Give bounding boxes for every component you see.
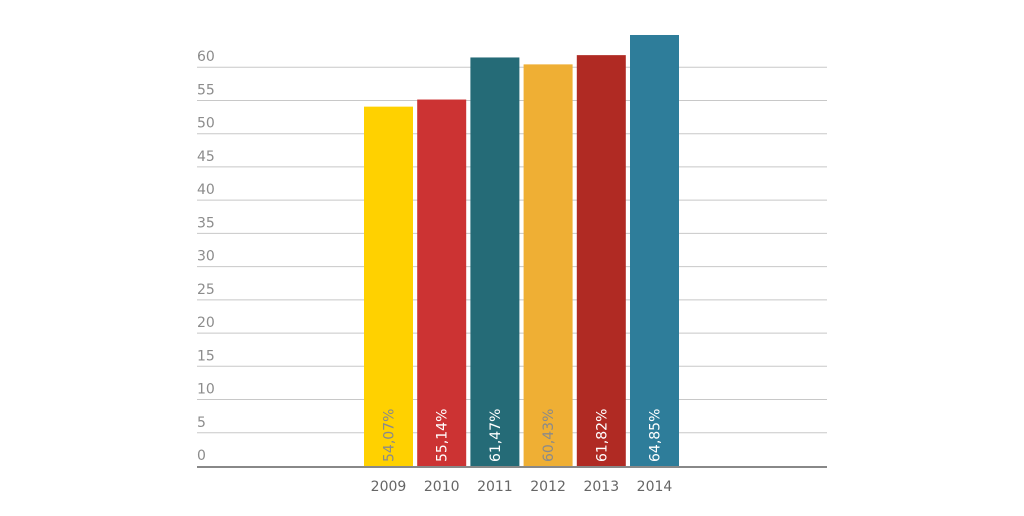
- bar-2013: [576, 55, 626, 467]
- data-label: 61,47%: [488, 409, 504, 462]
- bar-2011: [470, 57, 520, 466]
- data-label: 55,14%: [435, 409, 451, 462]
- x-axis-ticks: 2009 2010 2011 2012 2013 2014: [371, 479, 673, 495]
- data-label: 64,85%: [648, 409, 664, 462]
- bar-2014: [630, 34, 679, 467]
- data-label: 54,07%: [382, 409, 398, 462]
- y-tick-label: 35: [197, 215, 215, 231]
- y-tick-label: 0: [197, 448, 206, 464]
- y-tick-label: 20: [197, 315, 215, 331]
- data-labels: 54,07% 55,14% 61,47% 60,43% 61,82% 64,85%: [382, 409, 664, 462]
- y-tick-label: 5: [197, 415, 206, 431]
- bar-2012: [523, 64, 573, 466]
- y-tick-label: 40: [197, 182, 215, 198]
- y-tick-label: 30: [197, 249, 215, 265]
- y-tick-label: 25: [197, 282, 215, 298]
- data-label: 61,82%: [594, 409, 610, 462]
- bars: [364, 34, 679, 467]
- x-tick-label: 2012: [530, 479, 566, 495]
- y-tick-label: 10: [197, 382, 215, 398]
- x-tick-label: 2009: [371, 479, 407, 495]
- bar-2009: [364, 106, 413, 467]
- x-tick-label: 2011: [477, 479, 513, 495]
- x-tick-label: 2014: [637, 479, 673, 495]
- y-tick-label: 15: [197, 348, 215, 364]
- y-tick-label: 45: [197, 149, 215, 165]
- data-label: 60,43%: [541, 409, 557, 462]
- x-tick-label: 2013: [583, 479, 619, 495]
- y-tick-label: 50: [197, 116, 215, 132]
- y-tick-label: 55: [197, 82, 215, 98]
- x-tick-label: 2010: [424, 479, 460, 495]
- bar-2010: [417, 99, 467, 467]
- y-tick-label: 60: [197, 49, 215, 65]
- y-axis-ticks: 0 5 10 15 20 25 30 35 40 45 50 55 60: [197, 49, 215, 464]
